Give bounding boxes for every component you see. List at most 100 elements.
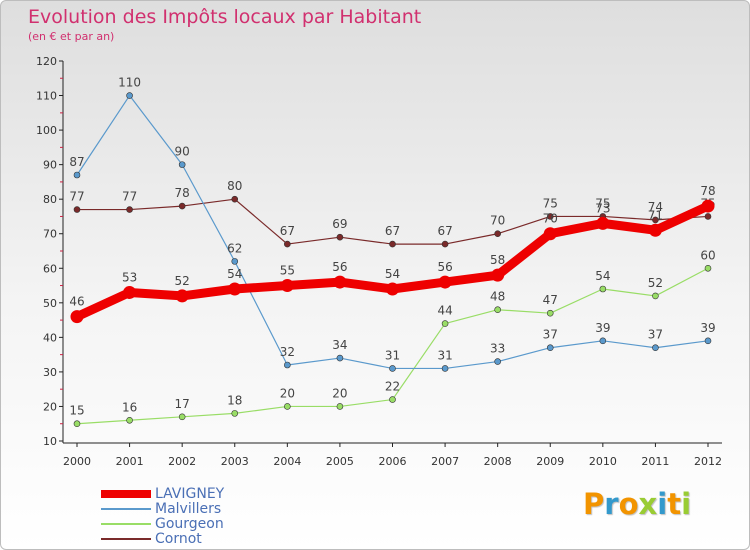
x-tick-label: 2012 — [694, 455, 722, 468]
data-point-cornot — [546, 213, 554, 220]
data-label-lavigney: 58 — [490, 253, 505, 267]
data-label-cornot: 67 — [437, 224, 452, 238]
data-point-cornot — [389, 240, 396, 248]
x-tick-label: 2007 — [431, 455, 459, 468]
data-label-cornot: 74 — [648, 200, 663, 214]
data-label-malvillers: 87 — [69, 155, 84, 169]
data-point-cornot — [126, 206, 133, 213]
data-point-lavigney — [648, 223, 662, 237]
data-point-cornot — [441, 240, 449, 248]
data-point-lavigney — [280, 279, 294, 293]
data-label-cornot: 77 — [122, 190, 137, 204]
data-point-cornot — [73, 206, 81, 213]
data-point-cornot — [231, 195, 239, 203]
data-label-cornot: 80 — [227, 179, 242, 193]
y-tick-label: 10 — [43, 435, 57, 448]
legend-item-malvillers: Malvillers — [101, 502, 361, 517]
data-label-malvillers: 37 — [543, 328, 558, 342]
data-label-gourgeon: 44 — [437, 304, 452, 318]
data-label-gourgeon: 48 — [490, 290, 505, 304]
data-point-malvillers — [599, 337, 607, 345]
x-tick-label: 2003 — [221, 455, 249, 468]
data-label-gourgeon: 16 — [122, 400, 137, 414]
data-label-malvillers: 62 — [227, 241, 242, 255]
chart-title: Evolution des Impôts locaux par Habitant — [28, 6, 422, 28]
data-label-cornot: 77 — [69, 190, 84, 204]
x-tick-label: 2001 — [116, 455, 144, 468]
data-label-gourgeon: 17 — [175, 397, 190, 411]
data-point-malvillers — [284, 361, 291, 369]
data-point-cornot — [652, 216, 659, 224]
data-point-gourgeon — [231, 410, 239, 417]
data-label-lavigney: 54 — [227, 267, 242, 281]
data-point-gourgeon — [126, 416, 133, 424]
data-label-malvillers: 31 — [385, 348, 400, 362]
x-tick-label: 2002 — [168, 455, 196, 468]
data-label-gourgeon: 22 — [385, 380, 400, 394]
data-label-lavigney: 55 — [280, 264, 295, 278]
data-point-cornot — [494, 230, 501, 238]
x-tick-label: 2000 — [63, 455, 91, 468]
data-label-cornot: 67 — [385, 224, 400, 238]
y-tick-label: 50 — [43, 297, 57, 310]
data-point-gourgeon — [546, 309, 554, 317]
data-point-lavigney — [175, 289, 189, 303]
data-label-cornot: 69 — [332, 217, 347, 231]
data-point-gourgeon — [336, 403, 344, 410]
data-point-lavigney — [386, 282, 399, 296]
legend-item-gourgeon: Gourgeon — [101, 517, 361, 532]
data-point-cornot — [336, 233, 344, 241]
data-point-lavigney — [596, 216, 610, 230]
data-label-lavigney: 70 — [543, 212, 558, 226]
data-label-gourgeon: 20 — [332, 386, 347, 400]
data-label-lavigney: 46 — [69, 295, 84, 309]
data-point-gourgeon — [284, 403, 291, 410]
data-label-gourgeon: 52 — [648, 276, 663, 290]
data-point-lavigney — [123, 285, 137, 299]
data-label-lavigney: 73 — [595, 201, 610, 215]
y-tick-label: 40 — [43, 331, 57, 344]
data-point-lavigney — [491, 268, 505, 282]
chart-subtitle: (en € et par an) — [28, 30, 115, 43]
x-tick-label: 2011 — [641, 455, 669, 468]
data-point-gourgeon — [599, 285, 607, 293]
legend-item-cornot: Cornot — [101, 532, 361, 547]
data-label-gourgeon: 47 — [543, 293, 558, 307]
logo-letter: o — [618, 487, 639, 521]
data-point-gourgeon — [389, 396, 396, 403]
data-point-malvillers — [494, 358, 501, 365]
legend-item-lavigney: LAVIGNEY — [101, 487, 361, 502]
data-label-gourgeon: 20 — [280, 386, 295, 400]
logo-letter: x — [638, 487, 658, 521]
y-tick-label: 30 — [43, 366, 57, 379]
series-line-lavigney — [72, 201, 713, 322]
logo-letter: i — [681, 487, 692, 521]
data-point-gourgeon — [704, 264, 712, 272]
y-tick-label: 70 — [43, 228, 57, 241]
data-point-gourgeon — [73, 420, 81, 428]
data-label-gourgeon: 60 — [700, 248, 715, 262]
y-tick-label: 100 — [36, 124, 57, 137]
logo-letter: P — [583, 487, 605, 521]
legend-label-malvillers: Malvillers — [155, 501, 222, 517]
data-label-cornot: 78 — [175, 186, 190, 200]
data-point-gourgeon — [652, 292, 659, 300]
y-tick-label: 90 — [43, 159, 57, 172]
data-label-lavigney: 52 — [175, 274, 190, 288]
data-point-gourgeon — [494, 306, 501, 314]
data-point-cornot — [284, 240, 291, 248]
data-label-malvillers: 90 — [175, 145, 190, 159]
data-point-malvillers — [231, 258, 239, 265]
data-point-malvillers — [389, 365, 396, 372]
y-tick-label: 20 — [43, 400, 57, 413]
legend-label-lavigney: LAVIGNEY — [155, 486, 225, 502]
data-point-malvillers — [546, 344, 554, 352]
data-label-lavigney: 54 — [385, 267, 400, 281]
data-label-malvillers: 33 — [490, 342, 505, 356]
logo-letter: r — [604, 487, 619, 521]
data-label-cornot: 75 — [543, 196, 558, 210]
data-label-lavigney: 71 — [648, 208, 663, 222]
data-point-malvillers — [704, 337, 712, 345]
